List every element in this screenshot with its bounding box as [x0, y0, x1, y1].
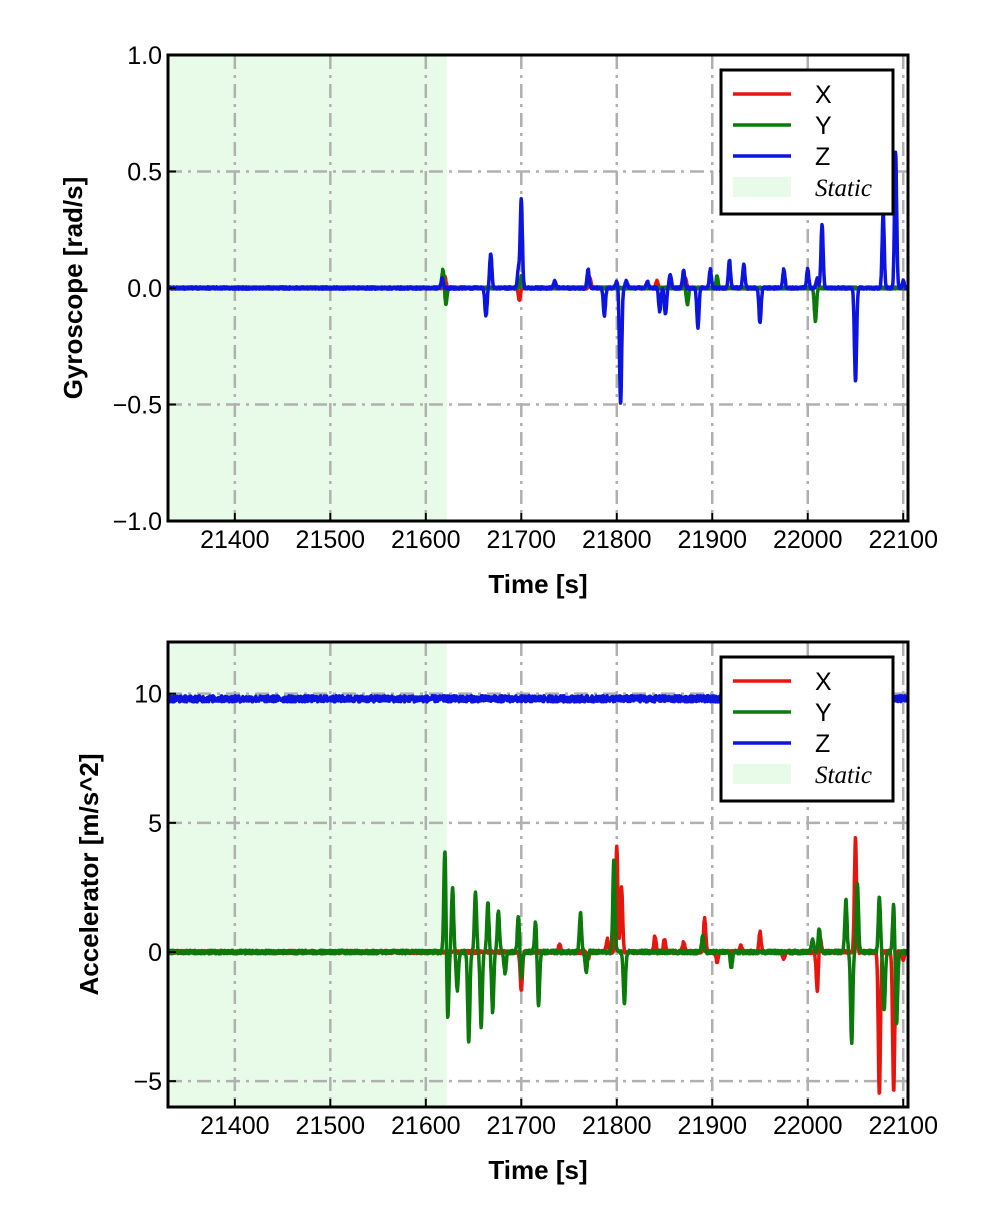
y-tick-label: 1.0	[127, 42, 162, 70]
x-tick-label: 21400	[200, 1112, 270, 1140]
y-tick-label: 0.5	[127, 159, 162, 187]
y-tick-label: 0	[148, 939, 162, 967]
legend-label-z: Z	[815, 730, 830, 758]
x-tick-label: 21700	[487, 526, 557, 554]
x-tick-label: 21600	[391, 526, 461, 554]
x-tick-label: 22000	[773, 1112, 843, 1140]
legend: XYZ Static	[719, 68, 895, 216]
x-tick-label: 21500	[296, 1112, 366, 1140]
static-region	[168, 642, 447, 1107]
x-tick-label: 21400	[200, 526, 270, 554]
x-axis-label: Time [s]	[488, 569, 587, 599]
legend-label-x: X	[815, 81, 832, 109]
series-line-z	[168, 150, 908, 405]
x-tick-label: 21900	[677, 526, 747, 554]
legend-swatch-static	[733, 764, 791, 784]
x-tick-label: 22100	[868, 1112, 938, 1140]
legend-label-y: Y	[815, 699, 832, 727]
x-tick-label: 22000	[773, 526, 843, 554]
legend-label-z: Z	[815, 143, 830, 171]
y-tick-label: −1.0	[113, 508, 162, 536]
y-axis-label: Gyroscope [rad/s]	[58, 177, 88, 400]
legend-swatch-static	[733, 177, 791, 197]
legend: XYZ Static	[719, 655, 895, 803]
y-tick-label: 10	[134, 681, 162, 709]
y-tick-label: −0.5	[113, 392, 162, 420]
legend-label-x: X	[815, 668, 832, 696]
series-line-y	[168, 850, 908, 1046]
y-axis-label: Accelerator [m/s^2]	[74, 753, 104, 995]
legend-label-static: Static	[815, 175, 872, 202]
series-group	[168, 150, 908, 405]
x-tick-label: 21800	[582, 526, 652, 554]
y-tick-label: 5	[148, 810, 162, 838]
legend-label-y: Y	[815, 112, 832, 140]
legend-label-static: Static	[815, 762, 872, 789]
x-tick-label: 21900	[677, 1112, 747, 1140]
x-tick-label: 21700	[487, 1112, 557, 1140]
accelerator-chart: 21400 21500 21600 21700 21800 21900 22000 22100…	[74, 640, 938, 1185]
x-tick-label: 21500	[296, 526, 366, 554]
x-tick-label: 21600	[391, 1112, 461, 1140]
x-tick-label: 21800	[582, 1112, 652, 1140]
x-tick-label: 22100	[868, 526, 938, 554]
gyroscope-chart: 21400 21500 21600 21700 21800 21900 22000 22100…	[58, 42, 938, 599]
x-axis-label: Time [s]	[488, 1155, 587, 1185]
y-tick-label: −5	[133, 1068, 162, 1096]
y-tick-label: 0.0	[127, 275, 162, 303]
axes-frame	[166, 640, 910, 1109]
